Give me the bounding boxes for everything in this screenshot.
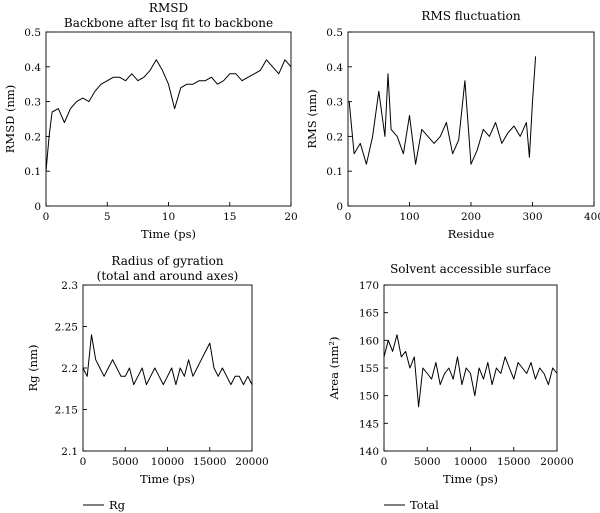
y-tick-label: 0 bbox=[336, 201, 343, 213]
x-tick-label: 20000 bbox=[540, 456, 573, 468]
y-tick-label: 0.5 bbox=[24, 27, 41, 39]
chart-title-line: (total and around axes) bbox=[97, 269, 239, 283]
y-tick-label: 2.15 bbox=[55, 405, 78, 417]
x-axis-label: Time (ps) bbox=[140, 472, 195, 486]
x-tick-label: 20000 bbox=[235, 456, 268, 468]
x-tick-label: 100 bbox=[399, 211, 419, 223]
x-tick-label: 10000 bbox=[151, 456, 184, 468]
y-axis-label: RMS (nm) bbox=[305, 89, 319, 148]
y-tick-label: 160 bbox=[359, 335, 379, 347]
y-tick-label: 2.2 bbox=[61, 363, 78, 375]
y-tick-label: 0.2 bbox=[24, 131, 41, 143]
series-line-1 bbox=[82, 334, 253, 386]
y-tick-label: 2.1 bbox=[61, 446, 78, 458]
chart-title-line: Solvent accessible surface bbox=[390, 262, 551, 276]
y-tick-label: 145 bbox=[359, 418, 379, 430]
x-tick-label: 15000 bbox=[193, 456, 226, 468]
x-tick-label: 5000 bbox=[112, 456, 139, 468]
y-tick-label: 0.1 bbox=[24, 166, 41, 178]
y-tick-label: 0.5 bbox=[326, 27, 343, 39]
y-tick-label: 165 bbox=[359, 308, 379, 320]
x-tick-label: 0 bbox=[381, 456, 388, 468]
legend-label: Rg bbox=[109, 498, 126, 512]
x-axis-label: Time (ps) bbox=[443, 472, 498, 486]
series-line-1 bbox=[383, 334, 558, 408]
x-tick-label: 20 bbox=[284, 211, 297, 223]
x-tick-label: 0 bbox=[43, 211, 50, 223]
y-tick-label: 0 bbox=[34, 201, 41, 213]
x-tick-label: 0 bbox=[345, 211, 352, 223]
chart-title-line: RMS fluctuation bbox=[421, 9, 520, 23]
y-axis-label: Area (nm²) bbox=[327, 336, 341, 400]
x-tick-label: 15 bbox=[223, 211, 236, 223]
chart-title-line: Radius of gyration bbox=[111, 254, 223, 268]
chart-4: Solvent accessible surface 0 5000 10000 1500… bbox=[327, 262, 574, 486]
y-tick-label: 0.1 bbox=[326, 166, 343, 178]
chart-title-line: Backbone after lsq fit to backbone bbox=[64, 16, 273, 30]
y-tick-label: 0.3 bbox=[326, 97, 343, 109]
legend-entry: Total bbox=[384, 498, 439, 512]
x-tick-label: 200 bbox=[461, 211, 481, 223]
y-tick-label: 150 bbox=[359, 391, 379, 403]
legend-entry: Rg bbox=[83, 498, 126, 512]
series-line-1 bbox=[45, 59, 292, 172]
y-axis-label: Rg (nm) bbox=[26, 345, 40, 392]
y-tick-label: 0.4 bbox=[24, 62, 41, 74]
x-tick-label: 300 bbox=[522, 211, 542, 223]
x-tick-label: 400 bbox=[584, 211, 600, 223]
y-tick-label: 155 bbox=[359, 363, 379, 375]
x-tick-label: 10000 bbox=[454, 456, 487, 468]
y-tick-label: 0.3 bbox=[24, 97, 41, 109]
y-axis-label: RMSD (nm) bbox=[3, 85, 17, 153]
x-axis-label: Residue bbox=[448, 227, 495, 241]
y-tick-label: 0.4 bbox=[326, 62, 343, 74]
y-tick-label: 2.25 bbox=[55, 322, 78, 334]
x-tick-label: 10 bbox=[162, 211, 175, 223]
chart-title-line: RMSD bbox=[149, 1, 188, 15]
chart-3: Radius of gyration(total and around axes… bbox=[26, 254, 269, 486]
x-axis-label: Time (ps) bbox=[141, 227, 196, 241]
chart-2: RMS fluctuation 0 100 200 300 400 0 0.1 0.2 0.3 0.… bbox=[305, 9, 600, 241]
legend-label: Total bbox=[410, 498, 439, 512]
y-tick-label: 0.2 bbox=[326, 131, 343, 143]
x-tick-label: 5 bbox=[104, 211, 111, 223]
y-tick-label: 170 bbox=[359, 280, 379, 292]
x-tick-label: 15000 bbox=[497, 456, 530, 468]
y-tick-label: 2.3 bbox=[61, 280, 78, 292]
series-line-1 bbox=[348, 56, 537, 165]
legends-group: Rg Total bbox=[83, 498, 439, 512]
x-tick-label: 5000 bbox=[414, 456, 441, 468]
y-tick-label: 140 bbox=[359, 446, 379, 458]
x-tick-label: 0 bbox=[80, 456, 87, 468]
